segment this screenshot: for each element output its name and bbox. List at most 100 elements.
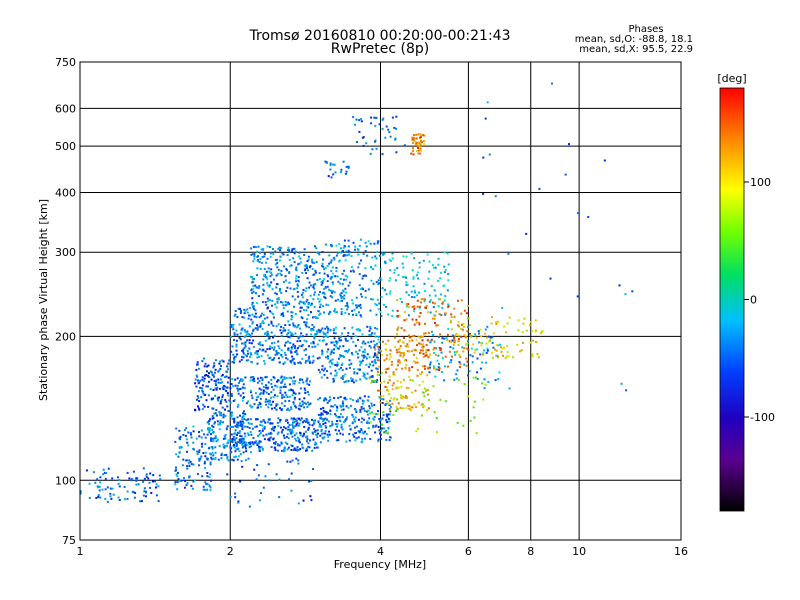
data-point: [276, 283, 279, 286]
data-point: [317, 293, 320, 296]
data-point: [495, 344, 498, 347]
data-point: [321, 432, 324, 435]
data-point: [320, 265, 323, 267]
data-point: [303, 321, 306, 324]
data-point: [323, 373, 326, 376]
data-point: [335, 326, 338, 329]
data-point: [457, 344, 460, 346]
data-point: [389, 356, 392, 359]
data-point: [322, 423, 325, 426]
data-point: [348, 424, 351, 427]
data-point: [397, 386, 400, 389]
data-point: [257, 287, 260, 289]
data-point: [307, 357, 310, 360]
data-point: [396, 328, 399, 331]
data-point: [251, 361, 253, 364]
data-point: [290, 351, 293, 354]
data-point: [334, 364, 337, 366]
data-point: [336, 252, 339, 255]
data-point: [321, 368, 324, 371]
data-point: [327, 439, 330, 442]
data-point: [255, 425, 258, 428]
data-point: [434, 302, 436, 305]
data-point: [331, 266, 334, 269]
data-point: [329, 310, 332, 313]
data-point: [273, 429, 275, 432]
data-point: [299, 335, 302, 338]
data-point: [218, 413, 221, 416]
data-point: [358, 273, 361, 276]
data-point: [261, 328, 264, 330]
data-point: [404, 345, 407, 347]
data-point: [213, 362, 216, 365]
data-point: [281, 313, 284, 316]
data-point: [219, 400, 222, 403]
data-point: [283, 361, 286, 364]
data-point: [269, 310, 272, 313]
data-point: [285, 357, 288, 360]
data-point: [331, 358, 334, 361]
data-point: [379, 401, 382, 404]
data-point: [403, 144, 406, 147]
data-point: [262, 391, 265, 394]
data-point: [263, 289, 265, 292]
data-point: [383, 380, 386, 383]
data-point: [381, 127, 384, 130]
data-point: [277, 268, 280, 271]
data-point: [373, 332, 376, 335]
data-point: [458, 354, 461, 357]
data-point: [405, 302, 408, 305]
data-point: [310, 499, 313, 502]
data-point: [343, 244, 346, 247]
data-point: [298, 345, 301, 348]
data-point: [155, 486, 157, 489]
data-point: [244, 343, 247, 346]
data-point: [326, 280, 329, 283]
data-point: [277, 323, 280, 326]
data-point: [414, 389, 417, 392]
data-point: [338, 243, 341, 246]
data-point: [221, 395, 224, 398]
data-point: [339, 366, 342, 369]
data-point: [232, 425, 235, 428]
data-point: [384, 136, 387, 139]
data-point: [265, 270, 268, 273]
data-point: [272, 336, 274, 339]
data-point: [323, 333, 326, 335]
data-point: [347, 380, 350, 383]
data-point: [265, 386, 268, 389]
data-point: [214, 412, 217, 415]
data-point: [176, 488, 179, 491]
data-point: [334, 374, 337, 377]
data-point: [254, 392, 257, 395]
data-point: [255, 418, 258, 421]
data-point: [272, 248, 274, 250]
data-point: [396, 364, 399, 367]
data-point: [389, 290, 392, 293]
data-point: [255, 292, 257, 295]
data-point: [355, 411, 358, 414]
data-point: [223, 385, 226, 387]
data-point: [332, 341, 335, 344]
data-point: [242, 356, 245, 359]
data-point: [270, 432, 273, 435]
data-point: [234, 492, 237, 495]
data-point: [270, 403, 273, 406]
data-point: [289, 336, 291, 339]
data-point: [303, 349, 306, 352]
data-point: [214, 437, 216, 440]
data-point: [263, 268, 266, 271]
data-point: [204, 393, 207, 396]
data-point: [422, 349, 424, 352]
data-point: [476, 371, 479, 374]
data-point: [249, 352, 252, 354]
data-point: [288, 376, 291, 379]
data-point: [280, 349, 283, 352]
data-point: [142, 467, 145, 470]
data-point: [429, 298, 432, 301]
data-point: [208, 423, 210, 425]
data-point: [453, 378, 456, 381]
data-point: [489, 338, 492, 341]
data-point: [230, 325, 232, 328]
data-point: [457, 321, 460, 324]
